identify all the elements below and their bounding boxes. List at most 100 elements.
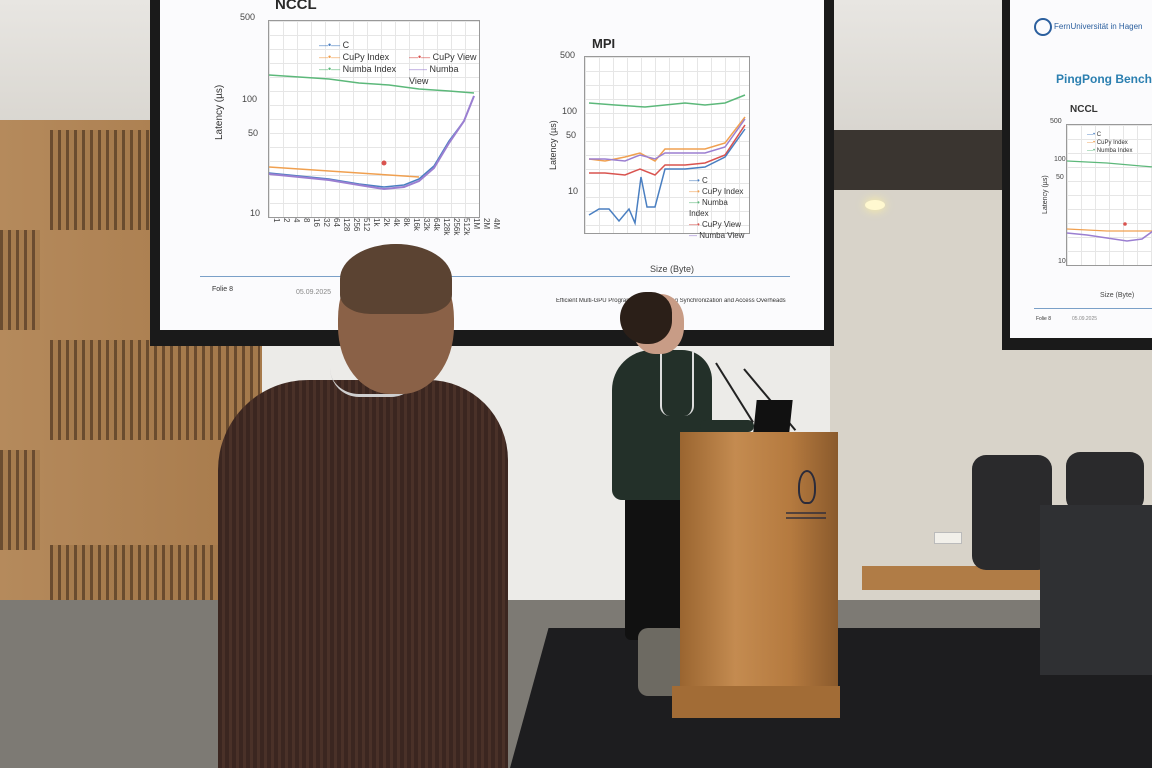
side-legend: —• C —• CuPy Index —• Numba Index <box>1087 132 1133 154</box>
xtick: 512 <box>362 218 371 232</box>
footer-date: 05.09.2025 <box>1072 316 1098 322</box>
left-legend-2: —•— CuPy View —— Numba View <box>409 52 477 86</box>
side-chart-title: NCCL <box>1070 104 1098 115</box>
ytick: 50 <box>248 128 259 138</box>
lanyard <box>660 352 694 416</box>
numba-index-line <box>588 94 746 108</box>
audience-member-jacket <box>218 380 508 768</box>
acoustic-vent <box>50 130 150 230</box>
side-xlabel: Size (Byte) <box>1100 292 1135 299</box>
ytick: 500 <box>1050 118 1062 125</box>
ytick: 10 <box>250 208 261 218</box>
left-chart-title: NCCL <box>275 0 317 13</box>
footer-title: Efficient Multi-GPU Programming ... Redu… <box>556 298 786 304</box>
xtick: 128k <box>442 218 451 236</box>
legend-entry: C <box>1096 132 1102 138</box>
ytick: 500 <box>240 12 256 22</box>
cupy-view-point <box>1123 222 1127 226</box>
table <box>1040 505 1152 675</box>
ytick: 10 <box>1058 258 1066 265</box>
main-projection-screen: NCCL Latency (µs) 500 100 50 10 —•— C —•… <box>150 0 834 346</box>
legend-entry: C <box>702 176 708 185</box>
cupy-index-line <box>269 166 420 178</box>
xtick: 2 <box>282 218 291 223</box>
ytick: 100 <box>562 106 578 116</box>
footer-rule <box>1034 308 1152 309</box>
cupy-view-point <box>381 160 387 166</box>
ceiling-light <box>865 200 885 210</box>
side-projection-screen: FernUniversität in Hagen PingPong Bencha… <box>1002 0 1152 350</box>
side-plot-area: —• C —• CuPy Index —• Numba Index <box>1066 124 1152 266</box>
left-legend: —•— C —•— CuPy Index —•— Numba Index <box>319 40 397 74</box>
xtick: 64k <box>432 218 441 231</box>
side-slide-title: PingPong Benchark M <box>1056 72 1152 86</box>
podium-base <box>672 686 840 718</box>
ytick: 500 <box>560 50 576 60</box>
footer-rule <box>200 276 790 277</box>
xtick: 1k <box>372 218 381 227</box>
legend-entry: CuPy Index <box>342 52 390 62</box>
ytick: 50 <box>1056 174 1064 181</box>
legend-entry: Numba View <box>699 231 745 240</box>
xtick: 32 <box>322 218 331 227</box>
logo-text: FernUniversität in Hagen <box>1054 22 1143 31</box>
speaker-legs <box>625 495 685 640</box>
left-plot-area: —•— C —•— CuPy Index —•— Numba Index —•—… <box>268 20 480 218</box>
legend-entry: CuPy View <box>432 52 477 62</box>
xtick: 64 <box>332 218 341 227</box>
ytick: 100 <box>1054 156 1066 163</box>
legend-entry: Numba Index <box>342 64 397 74</box>
side-ylabel: Latency (µs) <box>1042 175 1049 214</box>
xtick: 16k <box>412 218 421 231</box>
university-crest-icon <box>798 470 816 504</box>
legend-entry: CuPy View <box>702 220 742 229</box>
acoustic-vent <box>0 450 40 550</box>
audience-lanyard <box>330 368 420 397</box>
right-ylabel: Latency (µs) <box>548 120 558 170</box>
numba-index-line <box>269 74 475 94</box>
xtick: 8k <box>402 218 411 227</box>
xtick: 8 <box>302 218 311 223</box>
ytick: 100 <box>242 94 258 104</box>
speaker-hair <box>620 292 672 344</box>
wall-socket <box>934 532 962 544</box>
xtick: 16 <box>312 218 321 227</box>
xtick: 256k <box>452 218 461 236</box>
cupy-index-line <box>588 116 746 162</box>
acoustic-vent <box>50 340 260 440</box>
xtick: 256 <box>352 218 361 232</box>
xtick: 1 <box>272 218 281 223</box>
side-slide: FernUniversität in Hagen PingPong Bencha… <box>1010 0 1152 338</box>
right-xlabel: Size (Byte) <box>650 264 695 274</box>
cupy-index-line <box>1067 228 1152 232</box>
xtick: 128 <box>342 218 351 232</box>
baseboard <box>862 566 1042 590</box>
conference-chair <box>1066 452 1144 512</box>
laptop <box>753 400 793 432</box>
audience-member-hair <box>340 244 452 314</box>
ytick: 50 <box>566 130 577 140</box>
xtick: 4 <box>292 218 301 223</box>
xtick: 512k <box>462 218 471 236</box>
speaker-arm <box>700 420 754 432</box>
xtick: 1M <box>472 218 481 230</box>
left-xticks: 1 2 4 8 16 32 64 128 256 512 1k 2k 4k 8k… <box>272 218 501 258</box>
xtick: 2M <box>482 218 491 230</box>
xtick: 2k <box>382 218 391 227</box>
xtick: 4k <box>392 218 401 227</box>
right-plot-area: —• C —• CuPy Index —• Numba Index —• CuP… <box>584 56 750 240</box>
legend-entry: Numba View <box>409 64 459 86</box>
c-line <box>588 128 746 226</box>
acoustic-vent <box>0 230 40 330</box>
right-chart-title: MPI <box>592 36 616 51</box>
conference-chair <box>972 455 1052 570</box>
legend-entry: C <box>342 40 350 50</box>
footer-page: Folie 8 <box>1036 316 1052 322</box>
numba-view-line <box>269 95 475 191</box>
university-logo-icon <box>1034 18 1052 36</box>
wooden-podium <box>680 432 838 717</box>
numba-index-line <box>1067 160 1152 168</box>
slide: NCCL Latency (µs) 500 100 50 10 —•— C —•… <box>160 0 824 330</box>
footer-page: Folie 8 <box>212 286 234 293</box>
ytick: 10 <box>568 186 579 196</box>
